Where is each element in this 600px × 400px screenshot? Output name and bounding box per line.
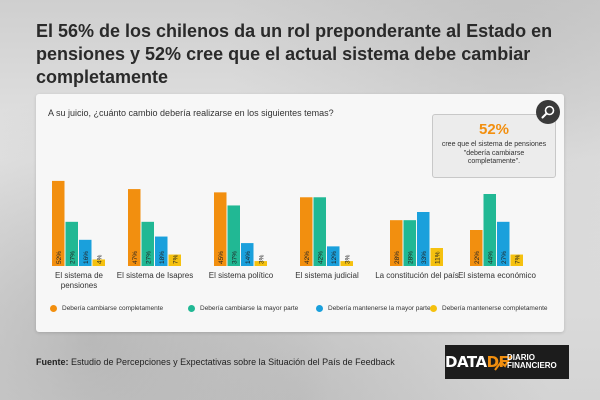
chart-legend: Debería cambiarse completamente Debería c… bbox=[50, 304, 560, 320]
bar bbox=[128, 189, 141, 266]
category-label: El sistema de Isapres bbox=[117, 271, 193, 280]
bar-value-label: 14% bbox=[245, 251, 252, 264]
bar-value-label: 3% bbox=[344, 254, 351, 264]
callout-value: 52% bbox=[478, 121, 510, 138]
source-label: Fuente: bbox=[36, 357, 69, 367]
callout-text: cree que el sistema de pensiones "deberí… bbox=[441, 141, 547, 165]
bar bbox=[79, 239, 92, 266]
legend-label: Debería cambiarse la mayor parte bbox=[200, 305, 299, 312]
bar bbox=[430, 248, 443, 266]
logo-financiero-text: FINANCIERO bbox=[507, 361, 557, 370]
source-note: Fuente: Estudio de Percepciones y Expect… bbox=[36, 357, 395, 367]
bar-value-label: 7% bbox=[514, 254, 521, 264]
logo-diario-text: DIARIO bbox=[507, 353, 535, 362]
bar bbox=[340, 261, 353, 266]
question-text: A su juicio, ¿cuánto cambio debería real… bbox=[48, 108, 334, 118]
bar-value-label: 37% bbox=[231, 251, 238, 264]
bar-value-label: 16% bbox=[83, 251, 90, 264]
bar bbox=[300, 197, 313, 266]
bar-value-label: 45% bbox=[218, 251, 225, 264]
chart-panel: A su juicio, ¿cuánto cambio debería real… bbox=[36, 94, 564, 332]
logo-data-text: DATA bbox=[445, 353, 487, 371]
bar bbox=[497, 221, 510, 266]
legend-item: Debería mantenerse completamente bbox=[430, 304, 548, 314]
legend-item: Debería cambiarse completamente bbox=[50, 304, 163, 314]
bar-value-label: 11% bbox=[434, 251, 441, 264]
bar-value-label: 27% bbox=[501, 251, 508, 264]
bar bbox=[313, 197, 326, 266]
legend-swatch bbox=[316, 304, 323, 312]
bar bbox=[470, 230, 483, 266]
bar-value-label: 33% bbox=[421, 251, 428, 264]
bar bbox=[168, 254, 181, 266]
bar-value-label: 42% bbox=[304, 251, 311, 264]
legend-swatch bbox=[430, 304, 437, 312]
legend-swatch bbox=[188, 304, 195, 312]
bar-value-label: 52% bbox=[56, 251, 63, 264]
bar bbox=[52, 180, 65, 266]
bar-value-label: 42% bbox=[317, 251, 324, 264]
bar-value-label: 27% bbox=[69, 251, 76, 264]
bar bbox=[483, 194, 496, 266]
bar bbox=[390, 220, 403, 266]
bar bbox=[241, 243, 254, 266]
bar-value-label: 4% bbox=[96, 254, 103, 264]
bar-value-label: 12% bbox=[331, 251, 338, 264]
bar-value-label: 3% bbox=[258, 254, 265, 264]
bar bbox=[141, 221, 154, 266]
bar bbox=[403, 220, 416, 266]
bar-value-label: 27% bbox=[145, 251, 152, 264]
data-df-logo: DATADF DIARIO FINANCIERO bbox=[445, 345, 569, 379]
bar-value-label: 7% bbox=[172, 254, 179, 264]
legend-label: Debería mantenerse la mayor parte bbox=[328, 305, 431, 312]
category-label: pensiones bbox=[61, 281, 97, 290]
logo-df-text: DF bbox=[486, 353, 509, 371]
bar-value-label: 22% bbox=[474, 251, 481, 264]
bar-value-label: 28% bbox=[394, 251, 401, 264]
category-label: El sistema político bbox=[209, 271, 274, 280]
legend-swatch bbox=[50, 304, 57, 312]
bar-value-label: 44% bbox=[487, 251, 494, 264]
category-label: El sistema económico bbox=[458, 271, 536, 280]
bar bbox=[327, 246, 340, 266]
legend-item: Debería mantenerse la mayor parte bbox=[316, 304, 431, 314]
bar-value-label: 18% bbox=[159, 251, 166, 264]
bar bbox=[417, 212, 430, 266]
bar-value-label: 47% bbox=[132, 251, 139, 264]
bar bbox=[65, 221, 78, 266]
category-label: La constitución del país bbox=[375, 271, 459, 280]
bar bbox=[227, 205, 240, 266]
legend-label: Debería cambiarse completamente bbox=[62, 305, 164, 312]
category-label: El sistema judicial bbox=[295, 271, 359, 280]
bar-value-label: 28% bbox=[407, 251, 414, 264]
bar bbox=[214, 192, 227, 266]
legend-label: Debería mantenerse completamente bbox=[442, 305, 548, 312]
headline: El 56% de los chilenos da un rol prepond… bbox=[36, 21, 553, 87]
callout-box: 52% cree que el sistema de pensiones "de… bbox=[432, 114, 556, 178]
category-label: El sistema de bbox=[55, 271, 104, 280]
bar bbox=[254, 261, 267, 266]
bar bbox=[92, 259, 105, 266]
magnifier-icon bbox=[536, 100, 560, 124]
bar bbox=[510, 254, 523, 266]
legend-item: Debería cambiarse la mayor parte bbox=[188, 304, 298, 314]
bar bbox=[155, 236, 168, 266]
source-text: Estudio de Percepciones y Expectativas s… bbox=[68, 357, 395, 367]
